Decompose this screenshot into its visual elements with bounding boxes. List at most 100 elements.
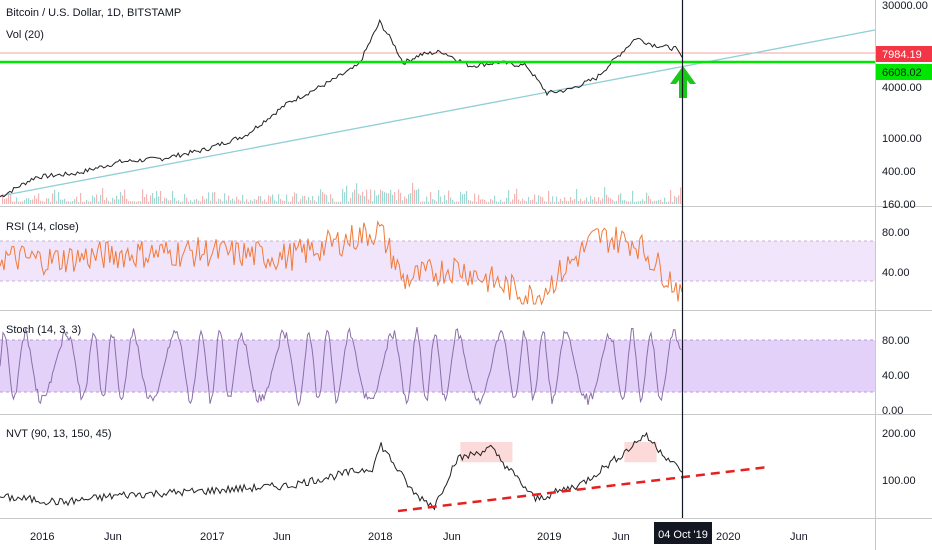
volume-bar (144, 196, 146, 204)
volume-bar (108, 200, 110, 204)
volume-bar (180, 201, 182, 204)
volume-bar (444, 195, 446, 204)
volume-bar (44, 201, 46, 204)
volume-bar (476, 201, 478, 204)
volume-bar (674, 195, 676, 204)
volume-bar (312, 196, 314, 204)
volume-bar (94, 197, 96, 204)
volume-bar (320, 189, 322, 204)
price-pane[interactable]: Bitcoin / U.S. Dollar, 1D, BITSTAMP Vol … (0, 0, 932, 211)
volume-bar (284, 200, 286, 204)
volume-bar (352, 192, 354, 204)
volume-bar (314, 200, 316, 204)
volume-bar (14, 201, 16, 204)
volume-bar (508, 190, 510, 204)
volume-bar (190, 200, 192, 204)
volume-bar (86, 199, 88, 204)
volume-bar (424, 201, 426, 204)
volume-bar (78, 201, 80, 204)
volume-bar (246, 199, 248, 204)
volume-bar (644, 200, 646, 204)
volume-bar (388, 193, 390, 204)
price-tick-label: 4000.00 (882, 82, 922, 94)
volume-bar (202, 196, 204, 204)
volume-bar (492, 200, 494, 204)
volume-bar (450, 197, 452, 204)
rsi-pane[interactable]: RSI (14, close) 80.00 40.00 (0, 220, 910, 306)
volume-bar (496, 201, 498, 204)
volume-bar (542, 197, 544, 204)
volume-bar (540, 196, 542, 204)
volume-bar (30, 200, 32, 204)
volume-bar (466, 191, 468, 204)
volume-bar (10, 194, 12, 204)
volume-bar (382, 191, 384, 204)
volume-bar (524, 200, 526, 204)
stoch-tick-label: 0.00 (882, 405, 903, 417)
volume-bar (378, 194, 380, 204)
volume-bar (384, 191, 386, 204)
volume-bar (430, 192, 432, 204)
time-tick-label: Jun (790, 531, 808, 543)
volume-bar (358, 193, 360, 204)
volume-bar (656, 200, 658, 204)
trendline[interactable] (0, 29, 876, 197)
time-axis[interactable]: 2016 Jun 2017 Jun 2018 Jun 2019 Jun 2020… (30, 531, 808, 543)
volume-bar (432, 199, 434, 204)
volume-bar (172, 191, 174, 204)
volume-bar (654, 200, 656, 204)
volume-bar (222, 201, 224, 204)
volume-bar (262, 201, 264, 204)
volume-bar (372, 200, 374, 204)
volume-bar (500, 199, 502, 204)
volume-bar (80, 192, 82, 204)
stoch-pane[interactable]: Stoch (14, 3, 3) 80.00 40.00 0.00 (0, 324, 910, 417)
volume-bar (140, 201, 142, 204)
time-tick-label: 2020 (716, 531, 740, 543)
volume-bar (608, 197, 610, 204)
nvt-trendline[interactable] (397, 465, 769, 513)
volume-bar (126, 198, 128, 204)
volume-bar (602, 198, 604, 204)
volume-bar (510, 201, 512, 204)
volume-bar (194, 199, 196, 204)
volume-bar (164, 197, 166, 204)
volume-bar (254, 199, 256, 204)
volume-bar (198, 200, 200, 204)
volume-bar (52, 193, 54, 204)
volume-bar (158, 196, 160, 204)
volume-bar (468, 200, 470, 204)
volume-bar (166, 198, 168, 204)
volume-bar (346, 185, 348, 204)
volume-bar (606, 194, 608, 204)
volume-bar (236, 196, 238, 204)
volume-bar (676, 197, 678, 204)
volume-bar (276, 201, 278, 204)
volume-bar (600, 200, 602, 204)
rsi-tick-label: 80.00 (882, 227, 910, 239)
volume-bar (572, 200, 574, 204)
volume-bar (82, 201, 84, 204)
volume-bar (368, 199, 370, 204)
time-tick-label: Jun (612, 531, 630, 543)
volume-bar (240, 200, 242, 204)
nvt-pane[interactable]: NVT (90, 13, 150, 45) 200.00 100.00 (0, 428, 916, 513)
volume-bar (470, 200, 472, 204)
volume-label: Vol (20) (6, 29, 44, 41)
volume-bar (340, 201, 342, 204)
volume-bar (138, 201, 140, 204)
volume-bar (38, 193, 40, 204)
volume-bar (20, 201, 22, 204)
volume-bar (552, 196, 554, 204)
volume-bar (598, 197, 600, 204)
volume-bar (110, 201, 112, 204)
volume-bar (118, 199, 120, 204)
time-tick-label: Jun (104, 531, 122, 543)
volume-bar (104, 200, 106, 204)
volume-bar (612, 199, 614, 204)
volume-bar (170, 200, 172, 204)
volume-bar (348, 201, 350, 204)
cursor-date-badge: 04 Oct '19 (654, 522, 712, 544)
time-tick-label: 2017 (200, 531, 224, 543)
